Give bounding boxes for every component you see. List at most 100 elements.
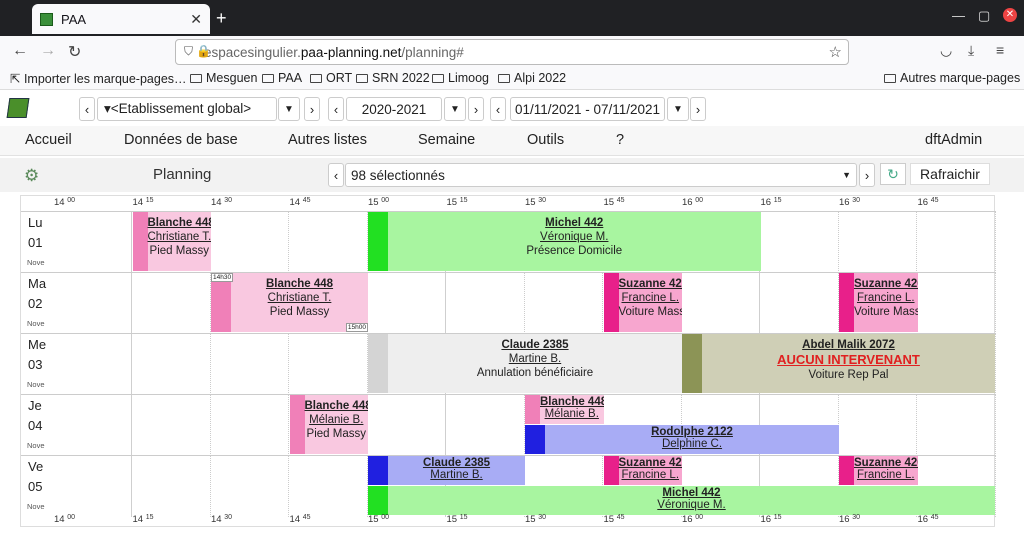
- bookmark-folder[interactable]: SRN 2022: [356, 71, 430, 85]
- bookmark-import[interactable]: ⇱ Importer les marque-pages…: [10, 72, 187, 86]
- appointment[interactable]: Blanche 448 Mélanie B.: [525, 395, 604, 424]
- maximize-icon[interactable]: ▢: [978, 8, 991, 23]
- appointment[interactable]: Michel 442 Véronique M.: [368, 486, 995, 515]
- appointment-color-bar: [211, 273, 231, 332]
- worker-name: Martine B.: [430, 469, 483, 481]
- day-label: Ma 02 Nove: [21, 273, 131, 334]
- service-type: Pied Massy: [269, 306, 330, 318]
- menu-semaine[interactable]: Semaine: [418, 132, 476, 148]
- menu-help[interactable]: ?: [616, 132, 625, 148]
- appointment[interactable]: Suzanne 426 Francine L. Voiture Massy: [603, 273, 682, 332]
- day-label: Je 04 Nove: [21, 395, 131, 456]
- prev-week-button[interactable]: ‹: [490, 97, 506, 121]
- grid-line: [209, 334, 211, 395]
- appointment[interactable]: Abdel Malik 2072 AUCUN INTERVENANT Voiture…: [682, 334, 995, 393]
- close-tab-icon[interactable]: ✕: [190, 10, 202, 27]
- prev-selection-button[interactable]: ‹: [328, 163, 344, 187]
- back-icon[interactable]: ←: [12, 42, 28, 59]
- grid-line: [209, 395, 211, 456]
- bookmark-folder[interactable]: Mesguen: [190, 71, 257, 85]
- browser-tab[interactable]: PAA ✕: [32, 4, 210, 34]
- bookmark-star-icon[interactable]: ☆: [828, 44, 842, 61]
- menu-autres-listes[interactable]: Autres listes: [288, 132, 367, 148]
- day-month: Nove: [27, 380, 45, 389]
- pocket-icon[interactable]: ◡: [940, 42, 953, 58]
- planning-label: Planning: [153, 166, 212, 183]
- reload-icon[interactable]: ↻: [68, 44, 82, 61]
- refresh-button[interactable]: Rafraichir: [910, 163, 990, 185]
- time-tick: 16 15: [760, 514, 782, 525]
- bookmark-folder[interactable]: ORT: [310, 71, 352, 85]
- time-tick: 15 30: [525, 514, 547, 525]
- beneficiary-name: Suzanne 426: [854, 457, 918, 469]
- appointment-color-bar: [525, 395, 540, 424]
- year-select[interactable]: 2020-2021: [346, 97, 442, 121]
- day-name: Lu: [28, 215, 43, 230]
- menu-user[interactable]: dftAdmin: [925, 132, 983, 148]
- grid-line: [445, 273, 446, 334]
- next-week-button[interactable]: ›: [690, 97, 706, 121]
- day-number: 01: [28, 235, 43, 250]
- appointment[interactable]: Blanche 448 Christiane T. Pied Massy: [132, 212, 212, 271]
- worker-name: Francine L.: [856, 292, 915, 304]
- service-type: Voiture Rep Pal: [808, 369, 889, 381]
- grid-line: [994, 334, 996, 395]
- bookmark-folder[interactable]: PAA: [262, 71, 302, 85]
- day-label: Lu 01 Nove: [21, 212, 131, 273]
- day-month: Nove: [27, 319, 45, 328]
- week-select[interactable]: 01/11/2021 - 07/11/2021: [510, 97, 665, 121]
- next-selection-button[interactable]: ›: [859, 163, 875, 187]
- appointment[interactable]: Blanche 448 Mélanie B. Pied Massy: [289, 395, 368, 454]
- day-number: 02: [28, 296, 43, 311]
- app-favicon-icon: [40, 12, 53, 26]
- appointment[interactable]: Claude 2385 Martine B.: [368, 456, 525, 485]
- time-tick: 16 00: [682, 514, 704, 525]
- next-etab-button[interactable]: ›: [304, 97, 320, 121]
- bookmark-folder[interactable]: Limoog: [432, 71, 489, 85]
- menu-icon[interactable]: ≡: [996, 42, 1005, 58]
- menu-accueil[interactable]: Accueil: [25, 132, 72, 148]
- appointment-color-bar: [603, 456, 619, 485]
- menu-donnees-base[interactable]: Données de base: [124, 132, 238, 148]
- next-year-button[interactable]: ›: [468, 97, 484, 121]
- appointment-color-bar: [368, 212, 388, 271]
- grid-line: [994, 456, 996, 517]
- url-bar[interactable]: ⛉ 🔒 espacesingulier. paa-planning.net/pla…: [175, 39, 849, 65]
- chevron-down-icon: ▼: [842, 170, 851, 180]
- time-tick: 14 45: [289, 197, 311, 208]
- selection-select[interactable]: 98 sélectionnés ▼: [345, 163, 857, 187]
- appointment-color-bar: [839, 273, 854, 332]
- appointment[interactable]: Rodolphe 2122 Delphine C.: [525, 425, 839, 454]
- worker-name: Véronique M.: [540, 231, 609, 243]
- refresh-icon[interactable]: ↻: [880, 163, 906, 185]
- forward-icon[interactable]: →: [40, 42, 56, 59]
- time-tick: 16 45: [917, 197, 939, 208]
- bookmark-other-folder[interactable]: Autres marque-pages: [884, 71, 1020, 85]
- close-window-icon[interactable]: ✕: [1003, 8, 1017, 22]
- appointment[interactable]: Blanche 448 Christiane T. Pied Massy 14h30 1…: [211, 273, 368, 332]
- prev-year-button[interactable]: ‹: [328, 97, 344, 121]
- etablissement-dropdown-icon[interactable]: ▼: [278, 97, 300, 121]
- download-icon[interactable]: ⤓: [968, 42, 975, 58]
- week-dropdown-icon[interactable]: ▼: [667, 97, 689, 121]
- new-tab-icon[interactable]: +: [216, 8, 227, 28]
- appointment[interactable]: Suzanne 426 Francine L. Voiture Massy: [839, 273, 918, 332]
- menu-outils[interactable]: Outils: [527, 132, 565, 148]
- folder-icon: [356, 74, 368, 83]
- appointment[interactable]: Suzanne 426 Francine L.: [603, 456, 682, 485]
- appointment-color-bar: [368, 456, 388, 485]
- appointment[interactable]: Suzanne 426 Francine L.: [839, 456, 918, 485]
- time-tick: 15 30: [525, 197, 547, 208]
- worker-name: Christiane T.: [267, 292, 332, 304]
- appointment-color-bar: [603, 273, 619, 332]
- minimize-icon[interactable]: —: [952, 8, 965, 23]
- prev-etab-button[interactable]: ‹: [79, 97, 95, 121]
- beneficiary-name: Blanche 448: [147, 217, 212, 229]
- planning-header: ⚙ Planning ‹ 98 sélectionnés ▼ › ↻ Rafrai…: [0, 158, 1024, 192]
- year-dropdown-icon[interactable]: ▼: [444, 97, 466, 121]
- gear-icon[interactable]: ⚙: [24, 166, 40, 185]
- bookmark-folder[interactable]: Alpi 2022: [498, 71, 566, 85]
- etablissement-select[interactable]: ▾<Etablissement global>: [97, 97, 277, 121]
- appointment[interactable]: Michel 442 Véronique M. Présence Domicile: [368, 212, 761, 271]
- appointment[interactable]: Claude 2385 Martine B. Annulation bénéfici…: [368, 334, 682, 393]
